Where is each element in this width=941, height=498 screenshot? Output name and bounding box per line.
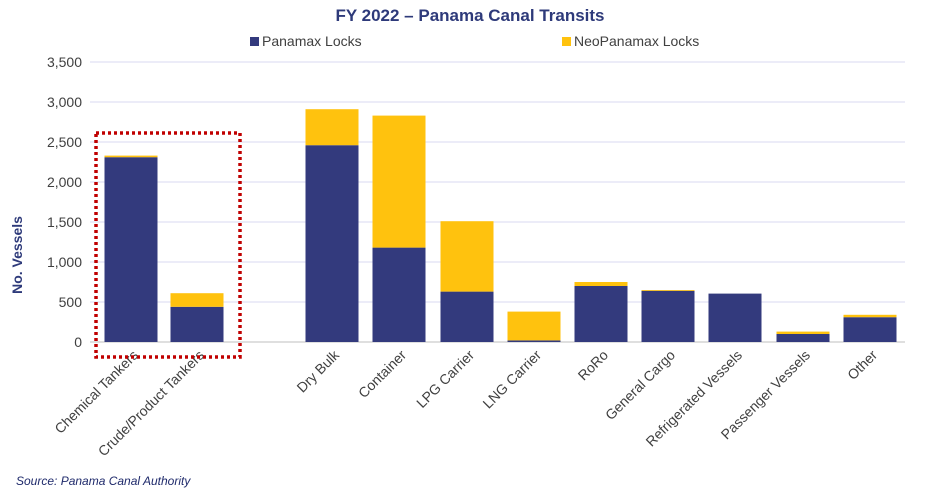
bar-neopanamax-lpg-carrier [440, 221, 494, 292]
bar-panamax-crude-product-tankers [170, 306, 224, 342]
x-tick-label: Other [844, 347, 880, 383]
y-tick-label: 3,000 [47, 94, 82, 110]
bar-panamax-general-cargo [641, 290, 695, 342]
y-axis-label: No. Vessels [9, 216, 25, 294]
bar-panamax-other [843, 317, 897, 342]
bar-panamax-roro [574, 286, 628, 342]
bar-panamax-dry-bulk [305, 145, 359, 342]
bar-neopanamax-general-cargo [641, 290, 695, 291]
bar-panamax-lng-carrier [507, 340, 561, 342]
bar-neopanamax-dry-bulk [305, 109, 359, 146]
x-tick-label: General Cargo [602, 347, 678, 423]
legend-label-panamax: Panamax Locks [262, 33, 362, 49]
x-tick-label: RoRo [574, 347, 611, 384]
bar-panamax-passenger-vessels [776, 334, 830, 342]
x-tick-label: LNG Carrier [479, 347, 544, 412]
highlight-box [94, 131, 242, 359]
bar-neopanamax-container [372, 115, 426, 248]
y-axis-ticks: 0 500 1,000 1,500 2,000 2,500 3,000 3,500 [47, 54, 82, 350]
y-tick-label: 3,500 [47, 54, 82, 70]
bar-panamax-refrigerated-vessels [708, 293, 762, 342]
bar-panamax-container [372, 247, 426, 342]
bars [104, 109, 897, 342]
source-note: Source: Panama Canal Authority [16, 474, 191, 488]
bar-neopanamax-other [843, 314, 897, 318]
y-tick-label: 1,500 [47, 214, 82, 230]
bar-neopanamax-roro [574, 282, 628, 286]
legend-swatch-neopanamax [562, 37, 571, 46]
y-tick-label: 0 [74, 334, 82, 350]
x-tick-label: LPG Carrier [413, 347, 477, 411]
chart-title: FY 2022 – Panama Canal Transits [336, 6, 605, 25]
bar-neopanamax-passenger-vessels [776, 331, 830, 334]
bar-panamax-lpg-carrier [440, 291, 494, 342]
gridlines [90, 61, 905, 343]
y-tick-label: 2,000 [47, 174, 82, 190]
y-tick-label: 2,500 [47, 134, 82, 150]
bar-neopanamax-chemical-tankers [104, 155, 158, 158]
y-tick-label: 500 [59, 294, 83, 310]
x-tick-label: Dry Bulk [293, 346, 342, 395]
bar-neopanamax-crude-product-tankers [170, 293, 224, 307]
y-tick-label: 1,000 [47, 254, 82, 270]
bar-neopanamax-lng-carrier [507, 311, 561, 341]
bar-panamax-chemical-tankers [104, 157, 158, 342]
legend-label-neopanamax: NeoPanamax Locks [574, 33, 699, 49]
x-tick-label: Container [355, 347, 409, 401]
legend-swatch-panamax [250, 37, 259, 46]
legend: Panamax Locks NeoPanamax Locks [250, 33, 699, 49]
